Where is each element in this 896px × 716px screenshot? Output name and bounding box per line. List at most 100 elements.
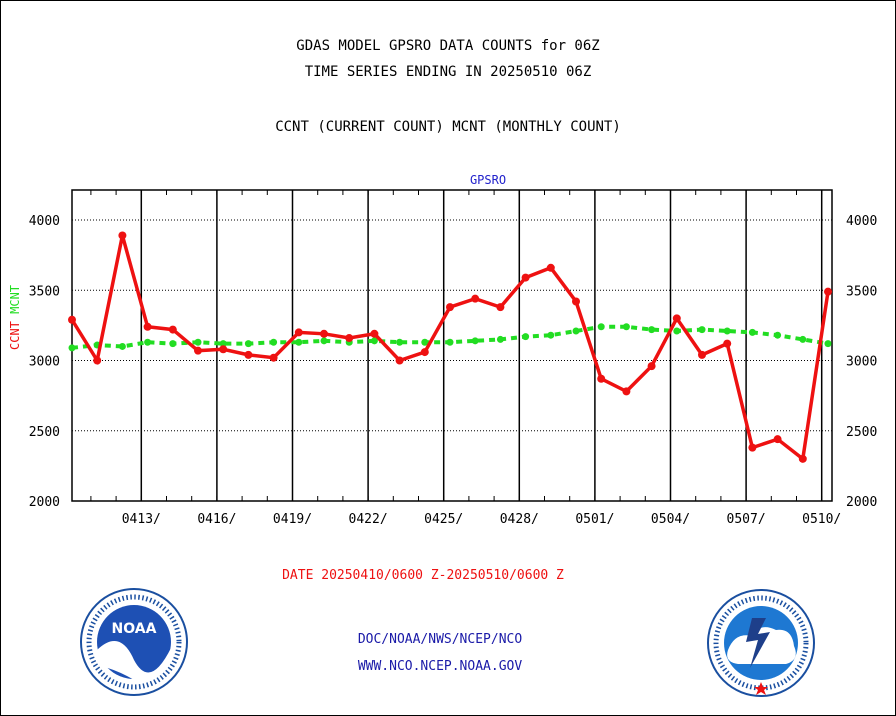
y-tick-label-right: 4000 — [846, 214, 877, 229]
nws-logo-star — [754, 682, 768, 695]
axes-layer — [71, 189, 833, 502]
point-ccnt — [471, 294, 480, 303]
x-tick-label: 0510/ — [802, 512, 841, 527]
point-mcnt — [799, 335, 807, 343]
x-tick-label: 0416/ — [197, 512, 236, 527]
nws-logo — [707, 589, 815, 697]
point-ccnt — [370, 329, 379, 338]
point-mcnt — [68, 344, 76, 352]
point-mcnt — [597, 323, 605, 331]
point-ccnt — [93, 356, 102, 365]
point-mcnt — [295, 338, 303, 346]
y-tick-label-right: 2500 — [846, 425, 877, 440]
point-mcnt — [496, 335, 504, 343]
noaa-logo-bird — [97, 641, 171, 683]
point-ccnt — [420, 348, 429, 357]
point-mcnt — [673, 327, 681, 335]
x-tick-label: 0501/ — [575, 512, 614, 527]
y-tick-label-left: 2000 — [29, 495, 60, 510]
point-ccnt — [168, 325, 177, 334]
chart-title-line1: GDAS MODEL GPSRO DATA COUNTS for 06Z — [296, 38, 600, 54]
nws-logo-ring-lettering — [713, 595, 809, 691]
point-mcnt — [824, 340, 832, 348]
y-axis-label-ccnt: CCNT — [8, 314, 22, 350]
point-mcnt — [446, 338, 454, 346]
point-mcnt — [396, 338, 404, 346]
point-ccnt — [395, 356, 404, 365]
point-ccnt — [647, 362, 656, 371]
grid-layer — [72, 190, 832, 501]
point-ccnt — [672, 314, 681, 323]
point-mcnt — [471, 337, 479, 345]
point-ccnt — [521, 273, 530, 282]
plot-area-border — [71, 189, 833, 502]
point-ccnt — [572, 297, 580, 306]
y-axis-label: CCNT MCNT — [8, 285, 22, 350]
point-mcnt — [194, 338, 202, 346]
point-mcnt — [572, 327, 580, 335]
point-mcnt — [774, 331, 782, 339]
point-mcnt — [169, 340, 177, 348]
point-ccnt — [698, 350, 706, 359]
y-tick-label-left: 3500 — [29, 284, 60, 299]
point-mcnt — [547, 331, 555, 339]
point-ccnt — [773, 435, 782, 444]
point-ccnt — [446, 303, 454, 312]
y-tick-label-left: 2500 — [29, 425, 60, 440]
chart-legend-description: CCNT (CURRENT COUNT) MCNT (MONTHLY COUNT… — [275, 119, 621, 135]
nws-logo-lightning — [746, 618, 770, 668]
labels-layer: 0413/0416/0419/0422/0425/0428/0501/0504/… — [8, 173, 877, 583]
footer-website-link[interactable]: WWW.NCO.NCEP.NOAA.GOV — [357, 659, 523, 674]
point-ccnt — [118, 231, 127, 240]
point-ccnt — [219, 345, 228, 354]
point-mcnt — [244, 340, 252, 348]
chart-title-line2: TIME SERIES ENDING IN 20250510 06Z — [304, 64, 592, 80]
point-mcnt — [723, 327, 731, 335]
noaa-logo-text: NOAA — [112, 621, 157, 637]
plot-title: GPSRO — [470, 173, 506, 187]
point-ccnt — [294, 328, 303, 337]
point-mcnt — [144, 338, 152, 346]
point-ccnt — [723, 339, 732, 348]
point-ccnt — [68, 315, 76, 324]
point-ccnt — [143, 322, 152, 331]
point-mcnt — [522, 333, 530, 341]
point-ccnt — [496, 303, 505, 312]
point-ccnt — [194, 346, 202, 355]
x-tick-label: 0413/ — [122, 512, 161, 527]
point-ccnt — [345, 334, 354, 343]
x-axis-label: DATE 20250410/0600 Z-20250510/0600 Z — [282, 568, 564, 583]
x-tick-label: 0428/ — [500, 512, 539, 527]
point-mcnt — [320, 337, 328, 345]
point-mcnt — [421, 338, 429, 346]
y-tick-label-left: 4000 — [29, 214, 60, 229]
point-ccnt — [244, 350, 253, 359]
logos-layer: NOAA — [80, 588, 815, 697]
x-tick-label: 0419/ — [273, 512, 312, 527]
point-ccnt — [622, 387, 631, 396]
series-layer — [68, 231, 832, 463]
point-mcnt — [270, 338, 278, 346]
series-line-ccnt — [70, 234, 830, 463]
y-axis-label-mcnt: MCNT — [8, 285, 22, 314]
point-ccnt — [320, 329, 328, 338]
noaa-logo-ring-lettering — [86, 594, 182, 690]
y-tick-label-right: 3500 — [846, 284, 877, 299]
point-ccnt — [546, 263, 555, 272]
noaa-logo: NOAA — [80, 588, 188, 696]
x-tick-label: 0422/ — [349, 512, 388, 527]
y-tick-label-left: 3000 — [29, 355, 60, 370]
point-ccnt — [824, 287, 832, 296]
point-mcnt — [698, 326, 706, 334]
point-ccnt — [798, 454, 807, 463]
point-mcnt — [219, 340, 227, 348]
point-mcnt — [370, 337, 378, 345]
point-mcnt — [648, 326, 656, 334]
point-mcnt — [118, 342, 126, 350]
x-tick-label: 0425/ — [424, 512, 463, 527]
footer-doc-link[interactable]: DOC/NOAA/NWS/NCEP/NCO — [357, 632, 523, 647]
point-ccnt — [748, 443, 757, 452]
y-tick-label-right: 2000 — [846, 495, 877, 510]
point-ccnt — [597, 374, 606, 383]
